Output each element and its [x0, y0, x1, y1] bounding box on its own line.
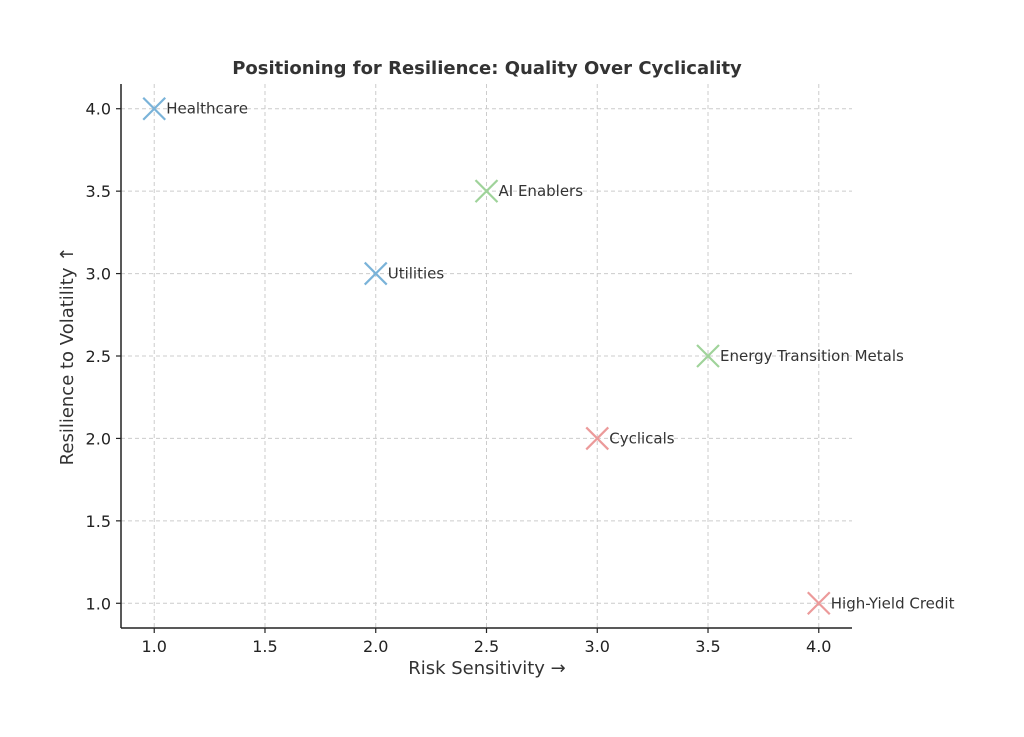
y-tick-label: 1.0 [86, 594, 111, 613]
point-label: Healthcare [166, 100, 248, 118]
y-tick-label: 1.5 [86, 512, 111, 531]
x-axis-label: Risk Sensitivity → [408, 658, 566, 679]
point-label: High-Yield Credit [831, 594, 955, 612]
x-axis-ticks: 1.0 1.5 2.0 2.5 3.0 3.5 4.0 [142, 628, 831, 656]
data-point: AI Enablers [474, 179, 584, 203]
x-tick-label: 2.0 [363, 637, 388, 656]
point-label: AI Enablers [499, 182, 584, 200]
point-label: Utilities [388, 265, 445, 283]
y-tick-label: 2.0 [86, 429, 111, 448]
data-points: Healthcare AI Enablers Utilities Energy Tra… [142, 96, 955, 616]
y-axis-ticks: 1.0 1.5 2.0 2.5 3.0 3.5 4.0 [86, 100, 121, 613]
x-tick-label: 3.5 [695, 637, 720, 656]
data-point: Utilities [363, 261, 445, 286]
x-marker [474, 179, 499, 203]
data-point: Healthcare [142, 96, 248, 121]
x-marker [696, 344, 720, 368]
data-point: High-Yield Credit [806, 591, 955, 616]
data-point: Cyclicals [585, 426, 675, 451]
x-marker [806, 591, 831, 616]
x-marker [142, 96, 167, 121]
x-tick-label: 1.0 [142, 637, 167, 656]
x-tick-label: 3.0 [585, 637, 610, 656]
x-tick-label: 4.0 [806, 637, 831, 656]
x-marker [585, 426, 610, 451]
x-marker [363, 261, 388, 286]
point-label: Energy Transition Metals [720, 347, 904, 365]
chart-title: Positioning for Resilience: Quality Over… [232, 58, 742, 79]
y-tick-label: 3.5 [86, 182, 111, 201]
x-tick-label: 2.5 [474, 637, 499, 656]
data-point: Energy Transition Metals [696, 344, 904, 368]
y-tick-label: 3.0 [86, 265, 111, 284]
y-tick-label: 4.0 [86, 100, 111, 119]
y-tick-label: 2.5 [86, 347, 111, 366]
y-axis-label: Resilience to Volatility ↑ [57, 247, 78, 466]
point-label: Cyclicals [609, 429, 675, 447]
x-tick-label: 1.5 [252, 637, 277, 656]
